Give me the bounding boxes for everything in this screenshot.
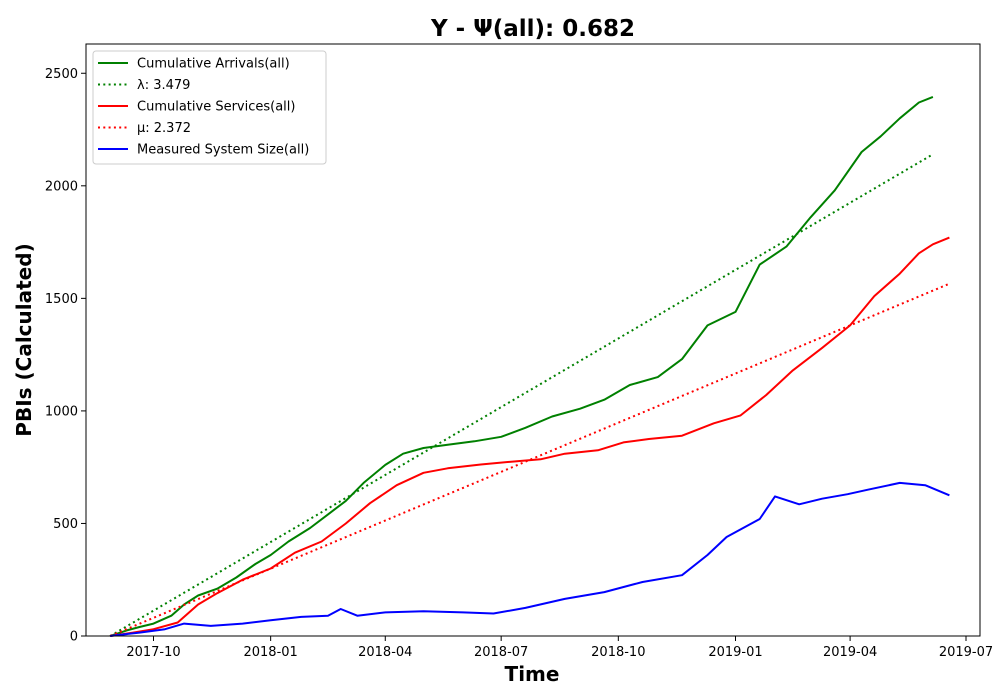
x-tick-label: 2019-04 xyxy=(823,645,877,660)
y-tick-label: 0 xyxy=(70,630,78,645)
y-axis-label: PBIs (Calculated) xyxy=(12,243,36,436)
y-tick-label: 500 xyxy=(53,517,78,532)
series-line-2 xyxy=(110,236,950,637)
legend-entry: λ: 3.479 xyxy=(137,78,190,93)
y-tick-label: 2000 xyxy=(45,179,78,194)
legend-entry: Measured System Size(all) xyxy=(137,143,309,158)
x-tick-label: 2018-01 xyxy=(243,645,297,660)
legend-entry: μ: 2.372 xyxy=(137,121,191,136)
x-tick-label: 2018-10 xyxy=(591,645,645,660)
x-tick-label: 2019-07 xyxy=(939,645,993,660)
legend-entry: Cumulative Arrivals(all) xyxy=(137,57,290,72)
x-tick-label: 2018-04 xyxy=(358,645,412,660)
legend: Cumulative Arrivals(all) λ: 3.479 Cumulati… xyxy=(92,50,327,165)
legend-entry: Cumulative Services(all) xyxy=(137,100,295,115)
series-line-0 xyxy=(109,95,934,637)
x-tick-label: 2018-07 xyxy=(474,645,528,660)
y-tick-label: 1000 xyxy=(45,404,78,419)
x-axis-label: Time xyxy=(505,662,560,686)
y-tick-label: 2500 xyxy=(45,67,78,82)
plot-area xyxy=(109,95,950,637)
plot-frame xyxy=(85,43,981,637)
x-tick-label: 2019-01 xyxy=(708,645,762,660)
series-line-3 xyxy=(109,282,950,637)
chart-title: Y - Ψ(all): 0.682 xyxy=(430,16,635,42)
legend-box xyxy=(92,50,327,165)
series-line-4 xyxy=(110,481,950,637)
y-tick-label: 1500 xyxy=(45,292,78,307)
x-tick-label: 2017-10 xyxy=(126,645,180,660)
series-line-1 xyxy=(109,153,934,637)
